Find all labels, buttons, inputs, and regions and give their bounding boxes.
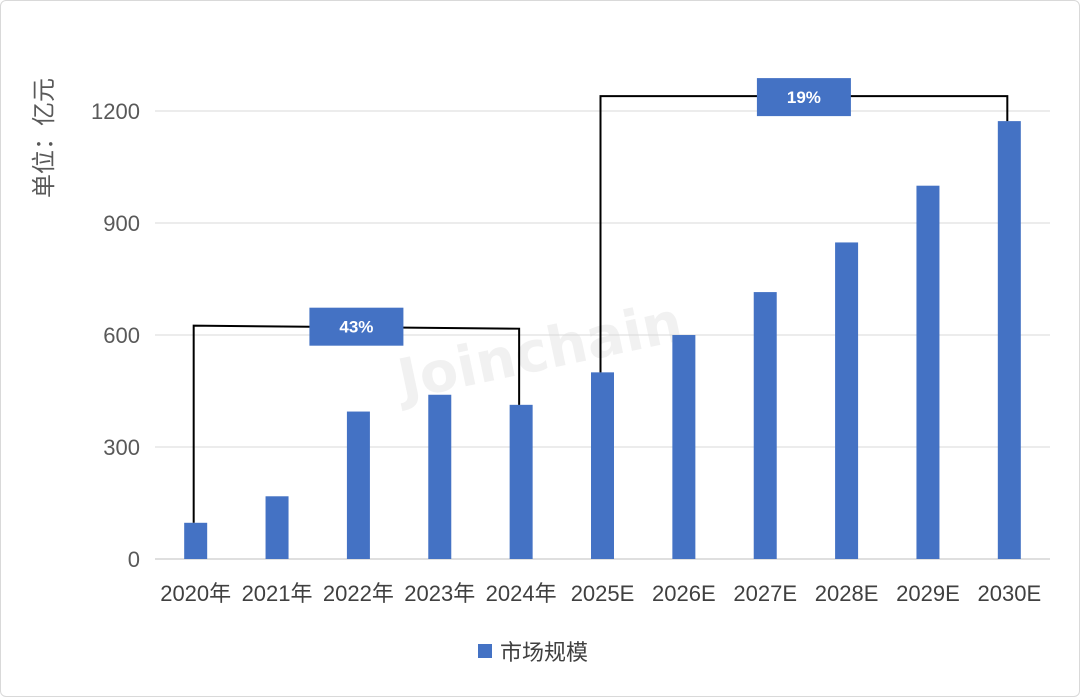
bar-2021年 <box>265 496 289 559</box>
legend-label-market-size: 市场规模 <box>500 641 588 666</box>
y-tick-label: 1200 <box>91 99 140 124</box>
cagr-label: 19% <box>787 88 821 107</box>
bar-series <box>184 121 1021 560</box>
x-tick-label: 2022年 <box>323 581 394 606</box>
legend: 市场规模 <box>478 641 588 666</box>
x-tick-label: 2024年 <box>486 581 557 606</box>
y-axis-label: 单位：亿元 <box>30 78 58 198</box>
bar-2028E <box>835 242 859 560</box>
x-tick-label: 2026E <box>652 581 716 606</box>
x-tick-label: 2021年 <box>242 581 313 606</box>
x-axis-ticks: 2020年 2021年 2022年 2023年 2024年 2025E 2026E 2027E… <box>160 581 1041 606</box>
bar-2025E <box>591 372 614 559</box>
cagr-badge <box>309 307 404 346</box>
bar-2026E <box>672 335 696 559</box>
x-tick-label: 2023年 <box>404 581 475 606</box>
x-tick-label: 2027E <box>733 581 797 606</box>
x-tick-label: 2028E <box>815 581 879 606</box>
cagr-annotations: 43% 19% <box>192 78 1009 523</box>
bar-2022年 <box>346 411 370 559</box>
bar-2029E <box>916 185 940 559</box>
cagr-badge <box>756 78 851 117</box>
legend-swatch <box>478 644 492 658</box>
x-tick-label: 2020年 <box>160 581 231 606</box>
bar-2023年 <box>428 394 452 559</box>
cagr-label: 43% <box>339 318 373 337</box>
bar-2024年 <box>509 404 533 559</box>
x-tick-label: 2025E <box>571 581 635 606</box>
y-tick-label: 0 <box>128 547 140 572</box>
y-tick-label: 900 <box>103 211 140 236</box>
bar-2027E <box>753 292 777 559</box>
x-tick-label: 2029E <box>896 581 960 606</box>
y-axis-ticks: 0 300 600 900 1200 <box>91 99 140 572</box>
y-tick-label: 600 <box>103 323 140 348</box>
bar-2030E <box>997 121 1021 559</box>
bar-2020年 <box>184 522 208 559</box>
x-tick-label: 2030E <box>978 581 1042 606</box>
y-tick-label: 300 <box>103 435 140 460</box>
